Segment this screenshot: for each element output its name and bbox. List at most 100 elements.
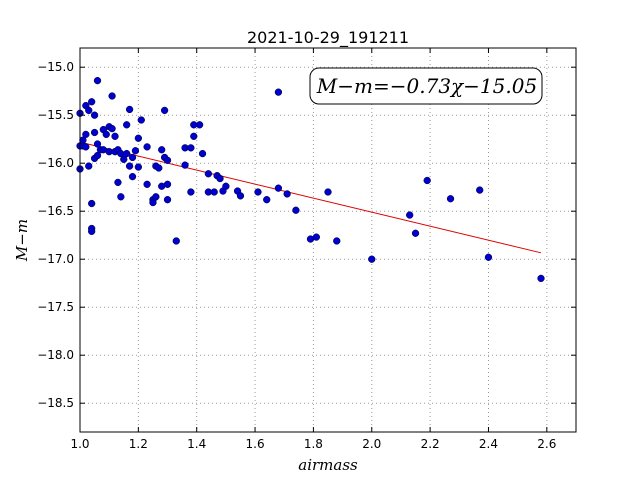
- data-point: [187, 144, 195, 152]
- equation-box-frame: [309, 67, 543, 105]
- data-point: [263, 196, 271, 204]
- data-point: [134, 163, 143, 171]
- data-point: [108, 92, 116, 100]
- data-point: [108, 124, 116, 133]
- fit-line-group: [79, 141, 542, 254]
- fit-line: [79, 141, 542, 254]
- data-point: [117, 193, 125, 201]
- plot-background: [80, 48, 576, 432]
- data-point: [131, 147, 140, 155]
- x-tick-label: 2.6: [537, 437, 556, 451]
- data-point: [114, 178, 122, 187]
- data-point: [537, 274, 545, 283]
- y-tick-label: −17.0: [37, 252, 74, 266]
- data-point: [137, 116, 145, 124]
- data-point: [333, 237, 341, 245]
- x-tick-label: 1.8: [304, 437, 323, 451]
- data-point: [210, 188, 218, 196]
- data-point: [143, 180, 151, 188]
- data-point: [423, 176, 431, 185]
- data-point: [85, 162, 93, 170]
- data-point: [88, 227, 96, 236]
- data-point: [292, 206, 300, 214]
- data-point: [411, 229, 420, 237]
- data-point: [204, 170, 213, 178]
- data-point: [123, 149, 131, 158]
- data-point: [125, 105, 134, 114]
- data-point: [149, 198, 157, 207]
- y-tick-label: −18.0: [37, 348, 74, 362]
- grid: [80, 48, 576, 432]
- data-point: [158, 146, 166, 154]
- data-point: [134, 134, 143, 142]
- y-tick-label: −15.0: [37, 60, 74, 74]
- data-point: [195, 121, 204, 129]
- data-point: [93, 151, 102, 160]
- x-axis-label: airmass: [298, 456, 358, 474]
- data-point: [198, 149, 207, 158]
- data-point: [88, 199, 96, 208]
- data-point: [88, 98, 96, 106]
- data-point: [163, 156, 172, 164]
- axis-ticks: 1.0 1.2 1.4 1.6 1.8 2.0 2.2 2.4 2.6 −15.0 −15.5 −16…: [37, 48, 576, 451]
- data-point: [82, 130, 90, 139]
- data-point: [102, 130, 110, 139]
- data-point: [120, 155, 128, 164]
- data-point: [446, 195, 455, 203]
- y-tick-label: −15.5: [37, 108, 74, 122]
- data-point: [190, 132, 198, 140]
- data-point: [163, 196, 172, 204]
- data-point: [181, 161, 189, 169]
- data-point: [123, 121, 131, 129]
- data-point: [163, 180, 172, 188]
- y-tick-label: −18.5: [37, 396, 74, 410]
- data-point: [406, 211, 414, 219]
- data-point: [484, 253, 493, 261]
- x-tick-label: 2.2: [421, 437, 440, 451]
- data-point: [324, 188, 332, 196]
- data-point: [155, 164, 163, 172]
- data-point: [274, 184, 283, 192]
- data-point: [125, 162, 134, 170]
- data-point: [216, 174, 224, 183]
- x-tick-label: 2.4: [479, 437, 498, 451]
- x-tick-label: 1.2: [129, 437, 148, 451]
- y-tick-label: −16.0: [37, 156, 74, 170]
- data-point: [82, 143, 90, 151]
- data-point: [85, 106, 93, 115]
- equation-box: M−m=−0.73χ−15.05: [309, 67, 543, 105]
- data-point: [90, 111, 99, 119]
- y-tick-label: −16.5: [37, 204, 74, 218]
- data-point: [187, 188, 195, 196]
- data-point: [254, 188, 262, 196]
- chart-title: 2021-10-29_191211: [247, 28, 409, 48]
- data-point: [236, 192, 245, 200]
- data-point: [274, 88, 283, 96]
- data-point: [143, 143, 151, 151]
- data-point: [93, 76, 102, 85]
- data-point: [222, 182, 230, 190]
- data-point: [128, 172, 137, 181]
- plot-frame: [79, 47, 577, 433]
- x-tick-label: 1.6: [246, 437, 265, 451]
- data-point: [160, 106, 169, 115]
- data-point: [93, 140, 102, 148]
- x-tick-label: 1.0: [70, 437, 89, 451]
- x-tick-label: 2.0: [362, 437, 381, 451]
- data-point: [476, 186, 484, 194]
- y-tick-label: −17.5: [37, 300, 74, 314]
- data-point: [111, 132, 119, 140]
- y-axis-label: M−m: [13, 219, 31, 262]
- data-point: [172, 237, 180, 245]
- data-point: [312, 233, 320, 241]
- data-point: [128, 153, 137, 162]
- data-point: [368, 255, 376, 263]
- fit-equation: M−m=−0.73χ−15.05: [316, 74, 537, 98]
- x-tick-label: 1.4: [187, 437, 206, 451]
- data-point: [283, 190, 291, 198]
- plot-area: 1.0 1.2 1.4 1.6 1.8 2.0 2.2 2.4 2.6 −15.0 −15.5 −16…: [37, 47, 577, 451]
- data-point: [90, 128, 99, 137]
- data-points: [76, 76, 545, 283]
- data-point: [152, 193, 160, 201]
